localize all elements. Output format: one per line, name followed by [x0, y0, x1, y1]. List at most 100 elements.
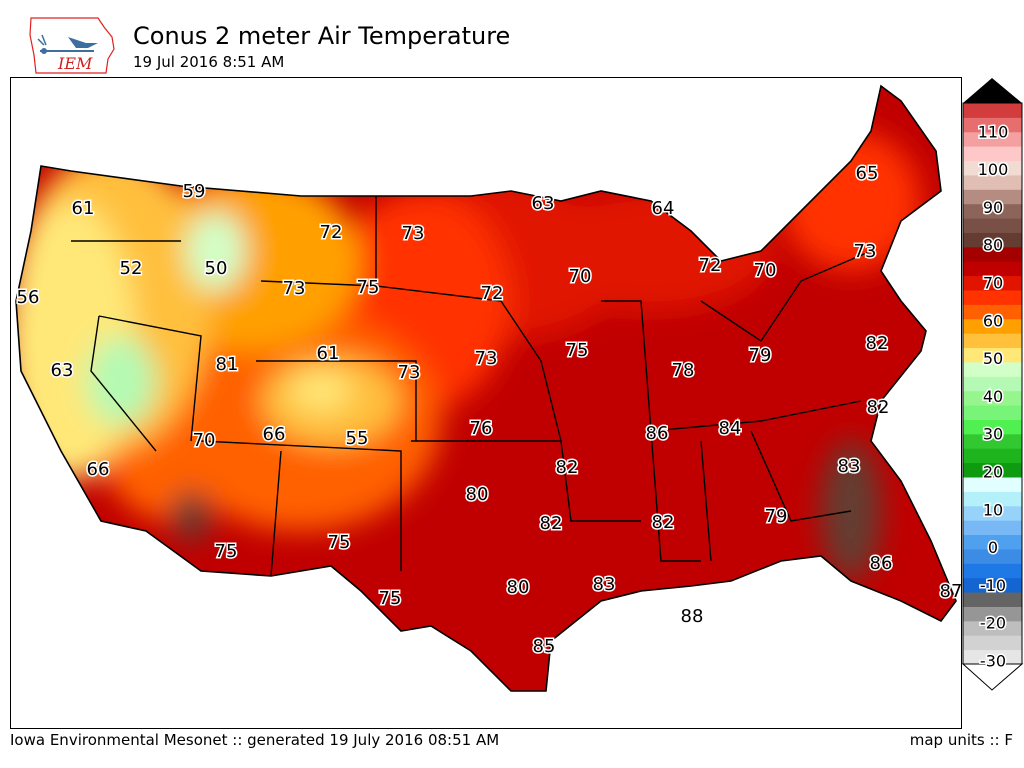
- colorbar-band: [963, 620, 1022, 636]
- station-value: 65: [856, 163, 879, 184]
- colorbar-band: [963, 477, 1022, 492]
- station-value: 75: [566, 340, 589, 361]
- station-value: 73: [475, 348, 498, 369]
- station-value: 52: [120, 258, 143, 279]
- iem-logo: IEM: [29, 17, 115, 74]
- station-value: 82: [652, 512, 675, 533]
- colorbar-band: [963, 635, 1022, 651]
- station-value: 75: [215, 541, 238, 562]
- station-value: 73: [283, 278, 306, 299]
- footer-credit: Iowa Environmental Mesonet :: generated …: [10, 731, 500, 749]
- colorbar-band: [963, 232, 1022, 248]
- colorbar-tick-label: -30: [980, 652, 1006, 671]
- station-value: 82: [867, 397, 890, 418]
- map-title: Conus 2 meter Air Temperature: [133, 22, 511, 50]
- station-value: 79: [765, 506, 788, 527]
- station-value: 81: [216, 354, 239, 375]
- station-value: 82: [540, 513, 563, 534]
- station-value: 72: [481, 283, 504, 304]
- map-timestamp: 19 Jul 2016 8:51 AM: [133, 53, 285, 71]
- colorbar-band: [963, 261, 1022, 277]
- colorbar-band: [963, 246, 1022, 262]
- colorbar-band: [963, 376, 1022, 392]
- colorbar-band: [963, 462, 1022, 478]
- station-labels: 61 59 52 50 56 63 66 81 73 72 73 75 61 73 70 66 55 75 75 75…: [15, 162, 962, 659]
- colorbar-band: [963, 361, 1022, 377]
- station-value: 75: [357, 277, 380, 298]
- station-value: 73: [398, 362, 421, 383]
- colorbar-upper-extend: [963, 78, 1022, 103]
- temperature-fill: [16, 86, 956, 691]
- colorbar-tick-label: 70: [983, 274, 1003, 293]
- colorbar-band: [963, 318, 1022, 334]
- station-value: 82: [866, 333, 889, 354]
- station-value: 59: [183, 181, 206, 202]
- station-value: 83: [838, 456, 861, 477]
- colorbar-tick-label: 100: [978, 160, 1009, 179]
- colorbar-tick-label: 50: [983, 349, 1003, 368]
- colorbar-tick-label: 10: [983, 500, 1003, 519]
- colorbar-band: [963, 347, 1022, 363]
- colorbar-tick-label: -20: [980, 614, 1006, 633]
- station-value: 66: [263, 424, 286, 445]
- colorbar-tick-label: -10: [980, 576, 1006, 595]
- station-value: 85: [533, 636, 556, 657]
- station-value: 70: [193, 430, 216, 451]
- station-value: 82: [556, 457, 579, 478]
- colorbar-band: [963, 548, 1022, 564]
- colorbar-band: [963, 592, 1022, 607]
- station-value: 79: [749, 345, 772, 366]
- colorbar-band: [963, 304, 1022, 320]
- station-value: 72: [320, 222, 343, 243]
- colorbar-tick-label: 20: [983, 463, 1003, 482]
- station-value: 73: [854, 241, 877, 262]
- station-value: 66: [87, 459, 110, 480]
- station-value: 56: [17, 287, 40, 308]
- station-value: 76: [470, 418, 493, 439]
- station-value: 73: [402, 223, 425, 244]
- colorbar-band: [963, 333, 1022, 349]
- colorbar-band: [963, 534, 1022, 550]
- colorbar-band: [963, 405, 1022, 420]
- colorbar-band: [963, 189, 1022, 205]
- colorbar-band: [963, 117, 1022, 133]
- station-value: 88: [681, 606, 704, 627]
- colorbar-band: [963, 131, 1022, 147]
- colorbar-band: [963, 146, 1022, 162]
- colorbar-band: [963, 275, 1022, 291]
- colorbar-band: [963, 174, 1022, 190]
- colorbar-band: [963, 577, 1022, 593]
- colorbar-tick-label: 0: [988, 538, 998, 557]
- colorbar-band: [963, 491, 1022, 507]
- colorbar-band: [963, 649, 1022, 665]
- station-value: 80: [466, 484, 489, 505]
- station-value: 78: [672, 360, 695, 381]
- station-value: 80: [507, 577, 530, 598]
- colorbar-band: [963, 520, 1022, 536]
- colorbar-band: [963, 203, 1022, 219]
- colorbar-tick-label: 60: [983, 311, 1003, 330]
- station-value: 61: [317, 343, 340, 364]
- state-borders: [71, 196, 872, 577]
- colorbar-band: [963, 103, 1022, 118]
- colorbar-band: [963, 505, 1022, 521]
- colorbar-tick-label: 90: [983, 198, 1003, 217]
- svg-text:IEM: IEM: [57, 54, 93, 73]
- colorbar-band: [963, 419, 1022, 435]
- station-value: 70: [569, 266, 592, 287]
- station-value: 63: [51, 360, 74, 381]
- station-value: 61: [72, 198, 95, 219]
- colorbar-band: [963, 448, 1022, 464]
- colorbar-band: [963, 290, 1022, 305]
- colorbar: -30 -20 -10 0 10 20 30 40 50 60 70 80 90 100 110: [962, 78, 1024, 691]
- colorbar-band: [963, 563, 1022, 579]
- station-value: 64: [652, 198, 675, 219]
- colorbar-tick-label: 80: [983, 236, 1003, 255]
- colorbar-tick-label: 30: [983, 425, 1003, 444]
- station-value: 87: [940, 581, 962, 602]
- station-value: 83: [593, 574, 616, 595]
- station-value: 86: [646, 423, 669, 444]
- map-units: map units :: F: [909, 731, 1013, 749]
- colorbar-band: [963, 390, 1022, 406]
- colorbar-band: [963, 606, 1022, 622]
